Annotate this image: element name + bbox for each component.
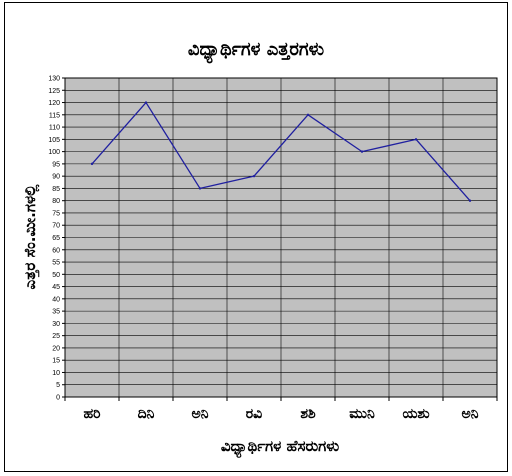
y-tick-label: 45 — [52, 284, 60, 291]
data-point — [252, 174, 256, 178]
x-tick-label: ಹರಿ — [83, 406, 101, 422]
series-line — [91, 101, 471, 202]
y-tick-label: 20 — [52, 345, 60, 352]
y-tick-label: 50 — [52, 272, 60, 279]
x-tick-label: ಶಶಿ — [300, 406, 316, 422]
x-tick-label: ಅನಿ — [461, 406, 478, 422]
x-tick-label: ಅನಿ — [191, 406, 208, 422]
series-group — [90, 101, 472, 202]
x-axis-label: ವಿಧ್ಯಾರ್ಥಿಗಳ ಹೆಸರುಗಳು — [221, 437, 340, 459]
y-tick-label: 0 — [56, 395, 60, 402]
x-axis-ticks: ಹರಿ ದಿನಿ ಅನಿ ರವಿ ಶಶಿ ಮುನಿ ಯಶು ಅನಿ — [64, 397, 498, 422]
x-tick-label: ರವಿ — [246, 406, 262, 422]
y-tick-label: 60 — [52, 247, 60, 254]
x-tick-label: ದಿನಿ — [138, 406, 155, 422]
y-tick-label: 95 — [52, 161, 60, 168]
x-tick-label: ಯಶು — [402, 406, 430, 422]
y-axis-ticks: 0 5 10 15 20 25 30 35 40 45 50 55 60 65 70 75 80 85 90 95 10… — [48, 76, 65, 402]
y-tick-label: 70 — [52, 223, 60, 230]
y-tick-label: 35 — [52, 309, 60, 316]
y-tick-label: 90 — [52, 174, 60, 181]
y-tick-label: 65 — [52, 235, 60, 242]
y-tick-label: 25 — [52, 333, 60, 340]
y-tick-label: 110 — [49, 125, 60, 132]
data-point — [198, 187, 202, 190]
y-tick-label: 55 — [52, 260, 60, 267]
y-tick-label: 80 — [52, 198, 60, 205]
y-tick-label: 10 — [52, 370, 60, 377]
x-tick-label: ಮುನಿ — [349, 406, 375, 422]
grid-lines — [65, 78, 497, 397]
data-point — [468, 199, 472, 202]
y-tick-label: 15 — [52, 358, 60, 365]
data-point — [414, 138, 418, 141]
data-point — [306, 113, 310, 117]
y-tick-label: 115 — [49, 112, 60, 119]
y-tick-label: 85 — [52, 186, 60, 193]
y-tick-label: 30 — [52, 321, 60, 328]
y-tick-label: 120 — [48, 100, 60, 107]
y-tick-label: 75 — [52, 210, 60, 217]
y-axis-label: ಎತ್ತರ ಸೆಂ.ಮೀ.ಗಳಲ್ಲಿ — [21, 184, 40, 290]
y-tick-label: 100 — [48, 149, 60, 156]
data-point — [360, 150, 364, 153]
y-tick-label: 125 — [48, 88, 60, 95]
y-tick-label: 40 — [52, 296, 60, 303]
y-tick-label: 130 — [48, 76, 60, 83]
y-tick-label: 5 — [56, 382, 60, 389]
data-point — [144, 101, 148, 104]
y-tick-label: 105 — [48, 137, 60, 144]
chart-title: ವಿಧ್ಯಾರ್ಥಿಗಳ ಎತ್ತರಗಳು — [188, 39, 324, 63]
data-point — [90, 162, 94, 166]
